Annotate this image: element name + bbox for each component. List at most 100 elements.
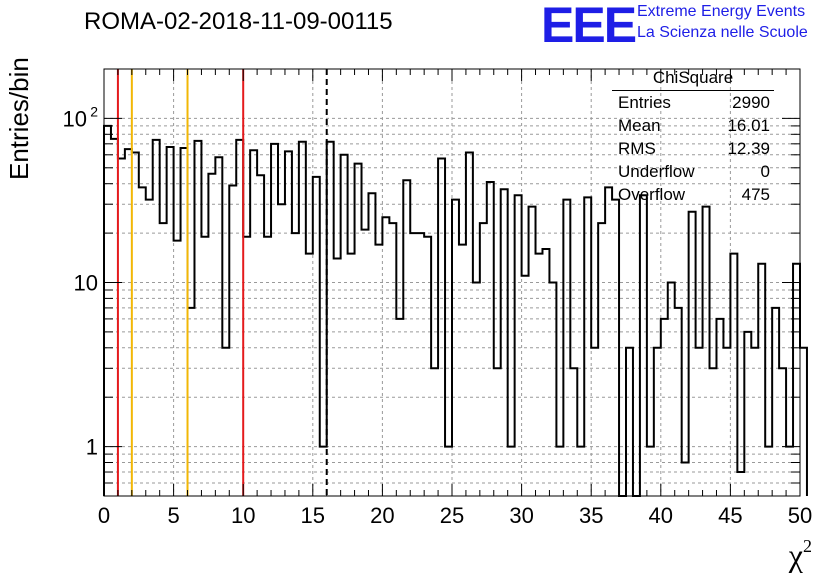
stats-row-mean: Mean 16.01 [618,116,770,135]
x-tick-label: 0 [98,503,110,528]
histogram-bin [765,447,772,496]
y-tick-exponent: 2 [90,103,98,119]
histogram-bin [508,447,515,496]
x-tick-label: 5 [167,503,179,528]
histogram-bin [208,174,215,496]
histogram-bin [703,207,710,496]
histogram-bin [563,200,570,496]
histogram-bin [751,348,758,496]
histogram-bin [299,142,306,496]
histogram-bin [146,200,153,496]
x-tick-label: 45 [718,503,742,528]
histogram-bin [668,283,675,497]
histogram-bin [737,472,744,496]
histogram-bin [549,283,556,497]
histogram-bin [194,141,201,496]
stats-row-rms: RMS 12.39 [618,139,770,158]
histogram-bin [125,149,132,496]
stats-row-entries: Entries 2990 [618,93,770,112]
histogram-bin [542,249,549,496]
histogram-bin [292,233,299,496]
histogram-bin [104,126,111,496]
y-tick-label: 10 [74,271,98,296]
histogram-bin [181,148,188,496]
histogram-bin [800,348,807,496]
histogram-bin [236,140,243,496]
histogram-bin [229,186,236,496]
histogram-bin [605,187,612,496]
histogram-bin [306,254,313,496]
x-tick-label: 30 [509,503,533,528]
histogram-bin [494,368,501,496]
histogram-bin [626,348,633,496]
histogram-bin [682,463,689,496]
histogram-bin [410,233,417,496]
histogram-bin [779,368,786,496]
y-tick-label: 10 [63,106,87,131]
histogram-bin [417,233,424,496]
histogram-bin [403,180,410,496]
histogram-bin [640,195,647,496]
histogram-bin [362,230,369,496]
histogram-bin [529,207,536,496]
histogram-bin [243,237,250,496]
histogram-bin [675,308,682,496]
histogram-bin [647,447,654,496]
histogram-bin [264,237,271,496]
stats-row-overflow: Overflow 475 [618,185,770,204]
x-tick-label: 25 [440,503,464,528]
histogram-bin [431,368,438,496]
histogram-bin [515,195,522,496]
histogram-bin [132,152,139,496]
histogram-bin [696,348,703,496]
histogram-bin [160,223,167,496]
histogram-bin [710,368,717,496]
chart-title: ROMA-02-2018-11-09-00115 [84,8,393,35]
histogram-bin [591,348,598,496]
x-tick-label: 20 [370,503,394,528]
histogram-outline [103,124,808,497]
stats-title: ChiSquare [612,68,774,91]
histogram-bin [577,447,584,496]
histogram-bin [716,319,723,496]
histogram-bin [438,158,445,496]
histogram-bin [570,368,577,496]
histogram-bin [772,308,779,496]
histogram-bin [598,223,605,496]
histogram-bin [118,158,125,496]
y-tick-label: 1 [86,435,98,460]
x-tick-label: 15 [301,503,325,528]
histogram-bin [174,241,181,496]
x-tick-label: 10 [231,503,255,528]
histogram-bin [459,245,466,496]
histogram-bin [612,200,619,496]
histogram-bin [536,254,543,496]
histogram-bin [153,140,160,496]
histogram-bin [111,139,118,496]
histogram-bin [487,182,494,496]
histogram-bin [730,254,737,496]
x-axis-label: χ2 [788,536,812,573]
histogram-bin [452,200,459,496]
histogram-bin [584,197,591,496]
histogram-bin [341,155,348,496]
x-tick-label: 50 [788,503,812,528]
histogram-bin [334,259,341,496]
histogram-bin [375,245,382,496]
histogram-bin [368,193,375,496]
histogram-bin [348,254,355,496]
logo-line-2: La Scienza nelle Scuole [637,24,808,41]
histogram-bin [501,189,508,496]
stats-box: ChiSquare Entries 2990 Mean 16.01 RMS 12.39… [612,68,778,206]
histogram-bin [758,264,765,496]
histogram-bin [522,276,529,496]
histogram-bin [466,152,473,496]
histogram-bin [327,142,334,496]
histogram-bin [201,237,208,496]
histogram-bin [285,151,292,496]
logo-line-1: Extreme Energy Events [637,3,806,20]
histogram-bin [556,447,563,496]
histogram-bin [313,177,320,496]
histogram-bins [103,124,808,497]
